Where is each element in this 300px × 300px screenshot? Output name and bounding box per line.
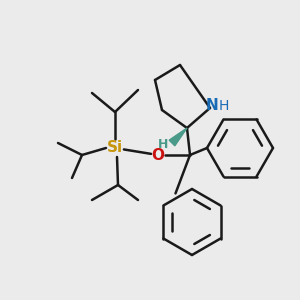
Polygon shape	[169, 128, 187, 146]
Text: H: H	[158, 139, 168, 152]
Text: N: N	[206, 98, 218, 113]
Text: H: H	[219, 99, 229, 113]
Text: Si: Si	[107, 140, 123, 155]
Text: O: O	[152, 148, 164, 163]
